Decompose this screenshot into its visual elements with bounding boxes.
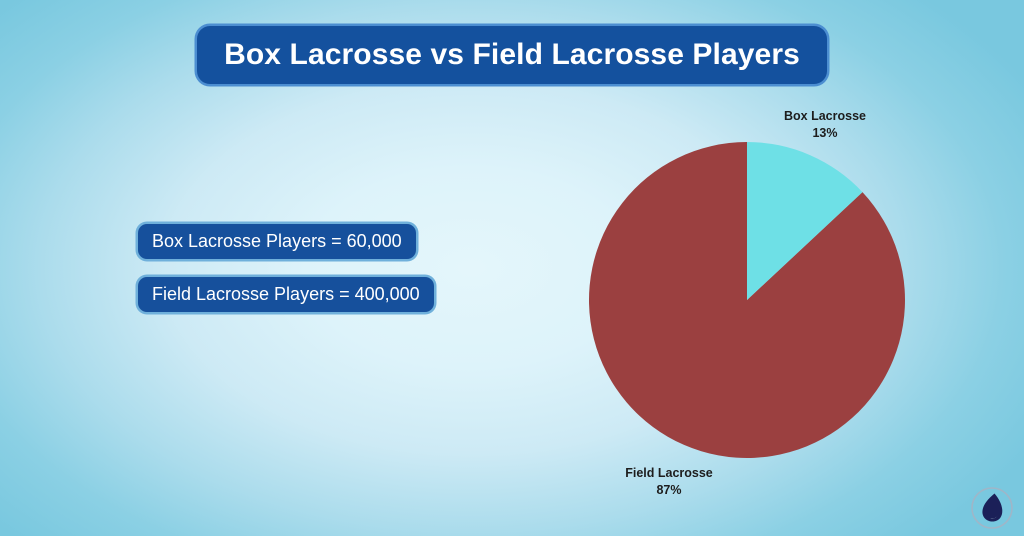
pie-label-box-lacrosse: Box Lacrosse 13% [762,108,888,142]
pie-label-box-lacrosse-name: Box Lacrosse [784,109,866,123]
legend-item-box-lacrosse: Box Lacrosse Players = 60,000 [138,224,416,259]
title-banner: Box Lacrosse vs Field Lacrosse Players [197,26,827,84]
pie-label-field-lacrosse: Field Lacrosse 87% [606,465,732,499]
pie-chart [588,142,905,458]
legend-row-field: Field Lacrosse Players = 400,000 [138,277,434,312]
page-title: Box Lacrosse vs Field Lacrosse Players [224,38,800,71]
pie-slice-field-lacrosse [588,142,905,458]
droplet-icon [982,493,1003,522]
legend-item-field-lacrosse: Field Lacrosse Players = 400,000 [138,277,434,312]
pie-label-field-lacrosse-name: Field Lacrosse [625,466,713,480]
logo-ring-icon [971,487,1013,529]
pie-label-field-lacrosse-percent: 87% [656,482,682,497]
legend-row-box: Box Lacrosse Players = 60,000 [138,224,434,259]
pie-slice-box-lacrosse [747,142,863,300]
pie-label-box-lacrosse-percent: 13% [812,125,838,140]
droplet-logo [970,486,1014,530]
legend: Box Lacrosse Players = 60,000 Field Lacr… [138,224,434,312]
